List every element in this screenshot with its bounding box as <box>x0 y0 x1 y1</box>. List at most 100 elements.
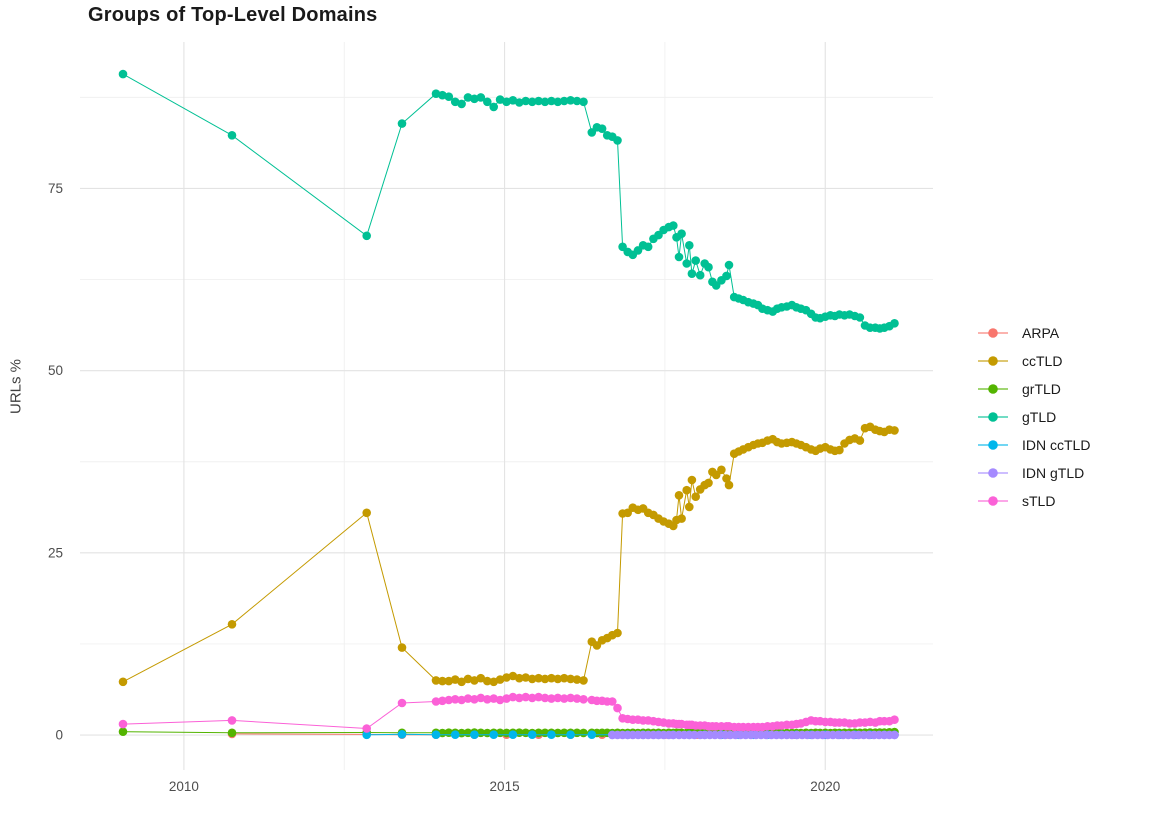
data-point <box>118 677 128 687</box>
data-point <box>890 426 899 435</box>
data-point <box>613 136 622 145</box>
data-point <box>227 728 237 738</box>
data-point <box>362 724 372 733</box>
data-point <box>397 730 407 739</box>
legend: ARPA ccTLD grTLD gTLD IDN ccTLD IDN gTLD sTLD <box>976 323 1090 519</box>
data-point <box>118 69 128 79</box>
data-point <box>397 643 407 652</box>
data-point <box>704 478 713 488</box>
legend-label: ccTLD <box>1022 353 1063 369</box>
legend-key-point <box>988 496 998 506</box>
data-point <box>362 508 372 518</box>
data-point <box>559 694 569 703</box>
legend-key-point <box>988 328 998 338</box>
series-ccTLD <box>118 422 899 687</box>
data-point <box>579 676 588 685</box>
data-point <box>685 502 694 512</box>
data-point <box>722 474 731 483</box>
data-point <box>890 319 899 328</box>
legend-item-ccTLD: ccTLD <box>976 351 1090 371</box>
x-tick-label: 2015 <box>490 779 520 794</box>
data-point <box>559 673 569 683</box>
data-point <box>566 693 575 703</box>
legend-item-IDN-gTLD: IDN gTLD <box>976 463 1090 483</box>
data-point <box>724 260 734 270</box>
data-point <box>559 96 569 106</box>
data-point <box>470 730 479 739</box>
data-point <box>534 673 543 683</box>
data-point <box>495 695 505 705</box>
data-point <box>463 694 473 703</box>
data-point <box>227 131 237 140</box>
series-line <box>122 73 895 329</box>
data-point <box>527 693 537 703</box>
data-point <box>489 694 499 703</box>
data-point <box>227 620 237 629</box>
y-axis-title: URLs % <box>7 359 25 415</box>
data-point <box>470 695 479 704</box>
data-point <box>613 628 622 638</box>
data-point <box>835 445 844 455</box>
data-point <box>553 674 563 684</box>
data-point <box>724 480 734 490</box>
data-point <box>362 730 372 740</box>
legend-item-gTLD: gTLD <box>976 407 1090 427</box>
legend-key-icon <box>978 496 1008 506</box>
data-point <box>572 675 582 684</box>
data-point <box>687 475 697 485</box>
data-point <box>547 96 556 106</box>
data-point <box>397 119 407 128</box>
data-point <box>553 693 563 703</box>
data-point <box>547 673 556 683</box>
data-point <box>566 730 575 739</box>
data-point <box>566 674 575 684</box>
data-point <box>457 99 466 109</box>
data-point <box>540 693 550 703</box>
data-point <box>547 730 556 739</box>
data-point <box>508 730 518 739</box>
data-point <box>695 270 705 280</box>
legend-label: IDN ccTLD <box>1022 437 1091 453</box>
legend-key-icon <box>978 412 1008 422</box>
x-tick-label: 2010 <box>169 779 199 794</box>
data-point <box>476 93 486 102</box>
data-point <box>438 676 447 686</box>
data-point <box>489 102 499 112</box>
legend-item-IDN-ccTLD: IDN ccTLD <box>976 435 1090 455</box>
legend-label: IDN gTLD <box>1022 465 1085 481</box>
data-point <box>540 674 550 684</box>
y-tick-label: 25 <box>48 545 63 560</box>
legend-item-grTLD: grTLD <box>976 379 1090 399</box>
data-point <box>722 271 731 281</box>
data-point <box>515 673 524 683</box>
data-point <box>483 676 492 686</box>
data-point <box>682 485 691 495</box>
data-point <box>890 715 899 724</box>
data-point <box>682 259 691 268</box>
y-tick-label: 0 <box>55 728 63 743</box>
data-point <box>677 229 686 238</box>
data-point <box>704 262 713 272</box>
data-point <box>674 491 684 500</box>
data-point <box>476 673 486 683</box>
data-point <box>227 716 237 725</box>
data-point <box>587 730 597 739</box>
data-point <box>685 241 694 250</box>
legend-key-point <box>988 384 998 394</box>
data-point <box>527 97 537 107</box>
series-sTLD <box>118 692 899 733</box>
data-point <box>608 697 617 706</box>
series-gTLD <box>118 69 899 333</box>
legend-key-point <box>988 468 998 478</box>
legend-key-icon <box>978 468 1008 478</box>
legend-item-ARPA: ARPA <box>976 323 1090 343</box>
data-point <box>547 694 556 703</box>
data-point <box>521 96 530 106</box>
data-point <box>566 96 575 105</box>
minor-gridlines <box>80 42 933 770</box>
legend-key-icon <box>978 356 1008 366</box>
data-point <box>444 92 454 101</box>
data-point <box>521 673 530 682</box>
legend-label: grTLD <box>1022 381 1061 397</box>
data-point <box>463 93 473 102</box>
